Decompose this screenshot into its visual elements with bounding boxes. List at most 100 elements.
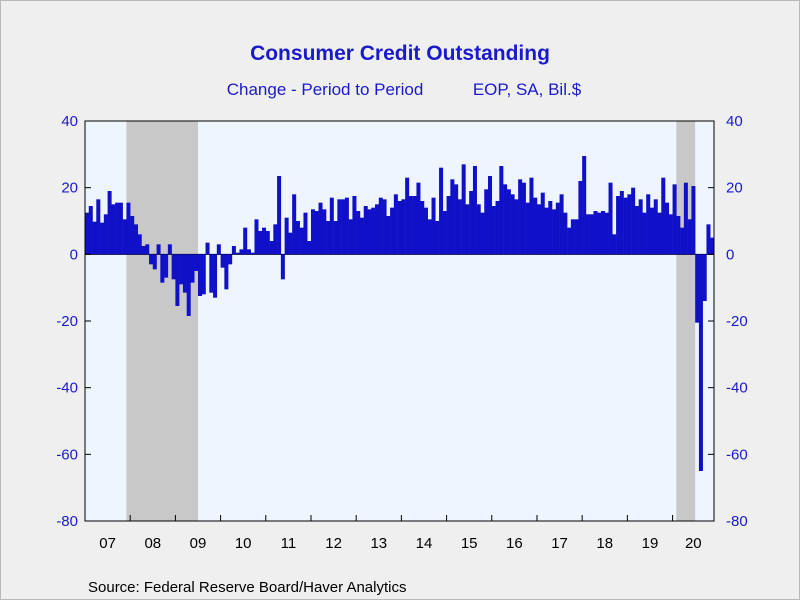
bar [299, 227, 304, 255]
y-tick-label-left: 40 [61, 113, 78, 130]
bar [175, 254, 180, 306]
bar [213, 254, 218, 298]
bar [179, 254, 184, 285]
chart-subtitle-right: EOP, SA, Bil.$ [473, 80, 582, 99]
bar [243, 227, 248, 255]
bar [514, 199, 519, 255]
bar [348, 219, 353, 255]
bar [408, 196, 413, 255]
bar [698, 254, 703, 471]
bar [111, 204, 116, 255]
bar [292, 194, 297, 255]
x-tick-label: 15 [461, 535, 478, 552]
bar [420, 201, 425, 255]
bar [137, 234, 142, 255]
x-tick-label: 14 [416, 535, 433, 552]
bar [126, 202, 131, 255]
bar [156, 244, 161, 255]
bar [333, 221, 338, 255]
bar [457, 199, 462, 255]
bar [130, 216, 135, 255]
bar [363, 206, 368, 255]
bar [631, 187, 636, 255]
bar [544, 207, 549, 255]
bar [619, 191, 624, 255]
bar [314, 211, 319, 255]
bar [465, 204, 470, 255]
recession-shading [126, 121, 696, 521]
bar [228, 254, 233, 265]
bar [574, 219, 579, 255]
y-tick-label-left: -20 [56, 313, 78, 330]
bar [657, 212, 662, 255]
bar [510, 194, 515, 255]
y-tick-label-right: -40 [726, 380, 748, 397]
bar [676, 216, 681, 255]
bar [220, 254, 225, 268]
bar [578, 181, 583, 255]
bar [476, 204, 481, 255]
bar [612, 234, 617, 255]
bar [201, 254, 206, 295]
bar [352, 196, 357, 255]
y-axis-left: 40 20 0 -20 -40 -60 -80 [56, 113, 91, 530]
bar [585, 214, 590, 255]
bar [318, 202, 323, 255]
y-axis-right: 40 20 0 -20 -40 -60 -80 [708, 113, 748, 530]
x-tick-label: 13 [370, 535, 387, 552]
bar [570, 219, 575, 255]
bar [450, 179, 455, 255]
bar [461, 164, 466, 255]
bar [661, 177, 666, 255]
bar [382, 199, 387, 255]
bar [552, 209, 557, 255]
bar [250, 252, 255, 255]
bar [393, 194, 398, 255]
bar [601, 211, 606, 255]
x-tick-label: 07 [99, 535, 116, 552]
y-tick-label-right: -20 [726, 313, 748, 330]
bar [687, 219, 692, 255]
bar [454, 184, 459, 255]
y-tick-label-right: -80 [726, 513, 748, 530]
bar [310, 209, 316, 255]
bar [401, 199, 406, 255]
bar [446, 196, 451, 255]
bar [405, 177, 410, 255]
bar [691, 186, 696, 255]
bar [295, 221, 300, 255]
bar [593, 211, 598, 255]
bar [152, 254, 157, 270]
bar [503, 184, 508, 255]
y-tick-label-left: -80 [56, 513, 78, 530]
bar [683, 182, 688, 255]
bar [216, 244, 221, 255]
bar [329, 197, 334, 255]
bar [412, 196, 417, 255]
bar [337, 199, 342, 255]
bar [397, 201, 402, 255]
bar [597, 212, 602, 255]
bar [224, 254, 229, 290]
bar [92, 221, 97, 255]
bars [85, 156, 715, 471]
bar [197, 254, 203, 296]
bar [307, 241, 312, 255]
bar [416, 182, 421, 255]
bar [303, 212, 308, 255]
bar [265, 231, 270, 255]
bar [604, 212, 609, 255]
bar [695, 254, 700, 323]
bar [653, 199, 658, 255]
bar [706, 224, 711, 255]
x-tick-label: 16 [506, 535, 523, 552]
bar [239, 249, 244, 255]
bar [646, 194, 651, 255]
bar [258, 231, 263, 255]
bar [284, 217, 289, 255]
bar [665, 202, 670, 255]
bar [608, 182, 613, 255]
bar [495, 201, 500, 255]
bar [638, 199, 643, 255]
y-tick-label-left: 20 [61, 180, 78, 197]
